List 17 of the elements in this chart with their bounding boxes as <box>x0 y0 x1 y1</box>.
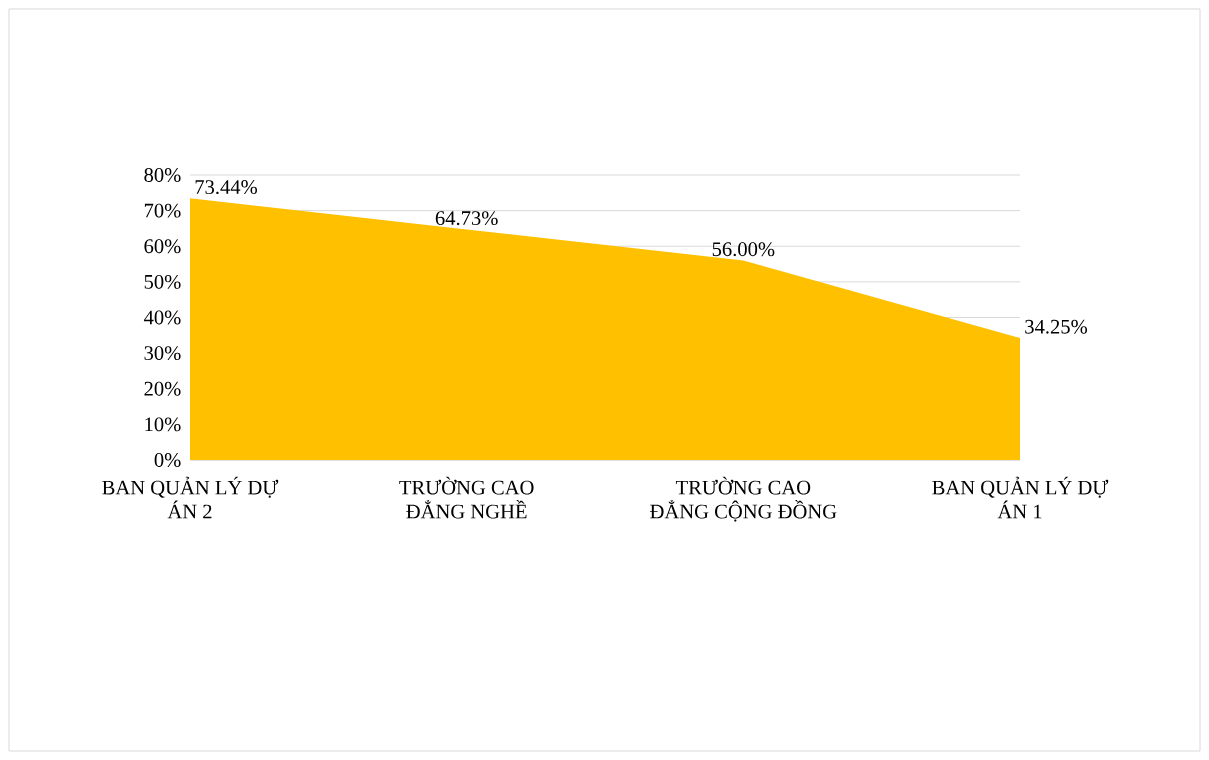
y-tick-label: 60% <box>144 239 181 254</box>
y-tick-label: 70% <box>144 203 181 218</box>
y-tick-label: 40% <box>143 310 181 325</box>
x-tick-label: BAN QUẢN LÝ DỰ ÁN 2 <box>102 476 279 519</box>
y-tick-label: 20% <box>144 381 181 396</box>
x-tick-label: TRƯỜNG CAO ĐẲNG CỘNG ĐỒNG <box>650 476 837 522</box>
y-tick-label: 0% <box>154 453 181 467</box>
data-label: 73.44% <box>195 180 258 195</box>
y-tick-label: 30% <box>144 346 181 361</box>
x-tick-label: TRƯỜNG CAO ĐẲNG NGHỀ <box>399 476 534 519</box>
y-tick-label: 10% <box>145 417 181 432</box>
data-label: 56.00% <box>712 242 775 257</box>
y-tick-label: 80% <box>144 168 181 182</box>
y-tick-label: 50% <box>144 274 181 289</box>
x-tick-label: BAN QUẢN LÝ DỰ ÁN 1 <box>932 476 1109 519</box>
data-label: 34.25% <box>1025 319 1088 334</box>
data-label: 64.73% <box>435 211 498 226</box>
